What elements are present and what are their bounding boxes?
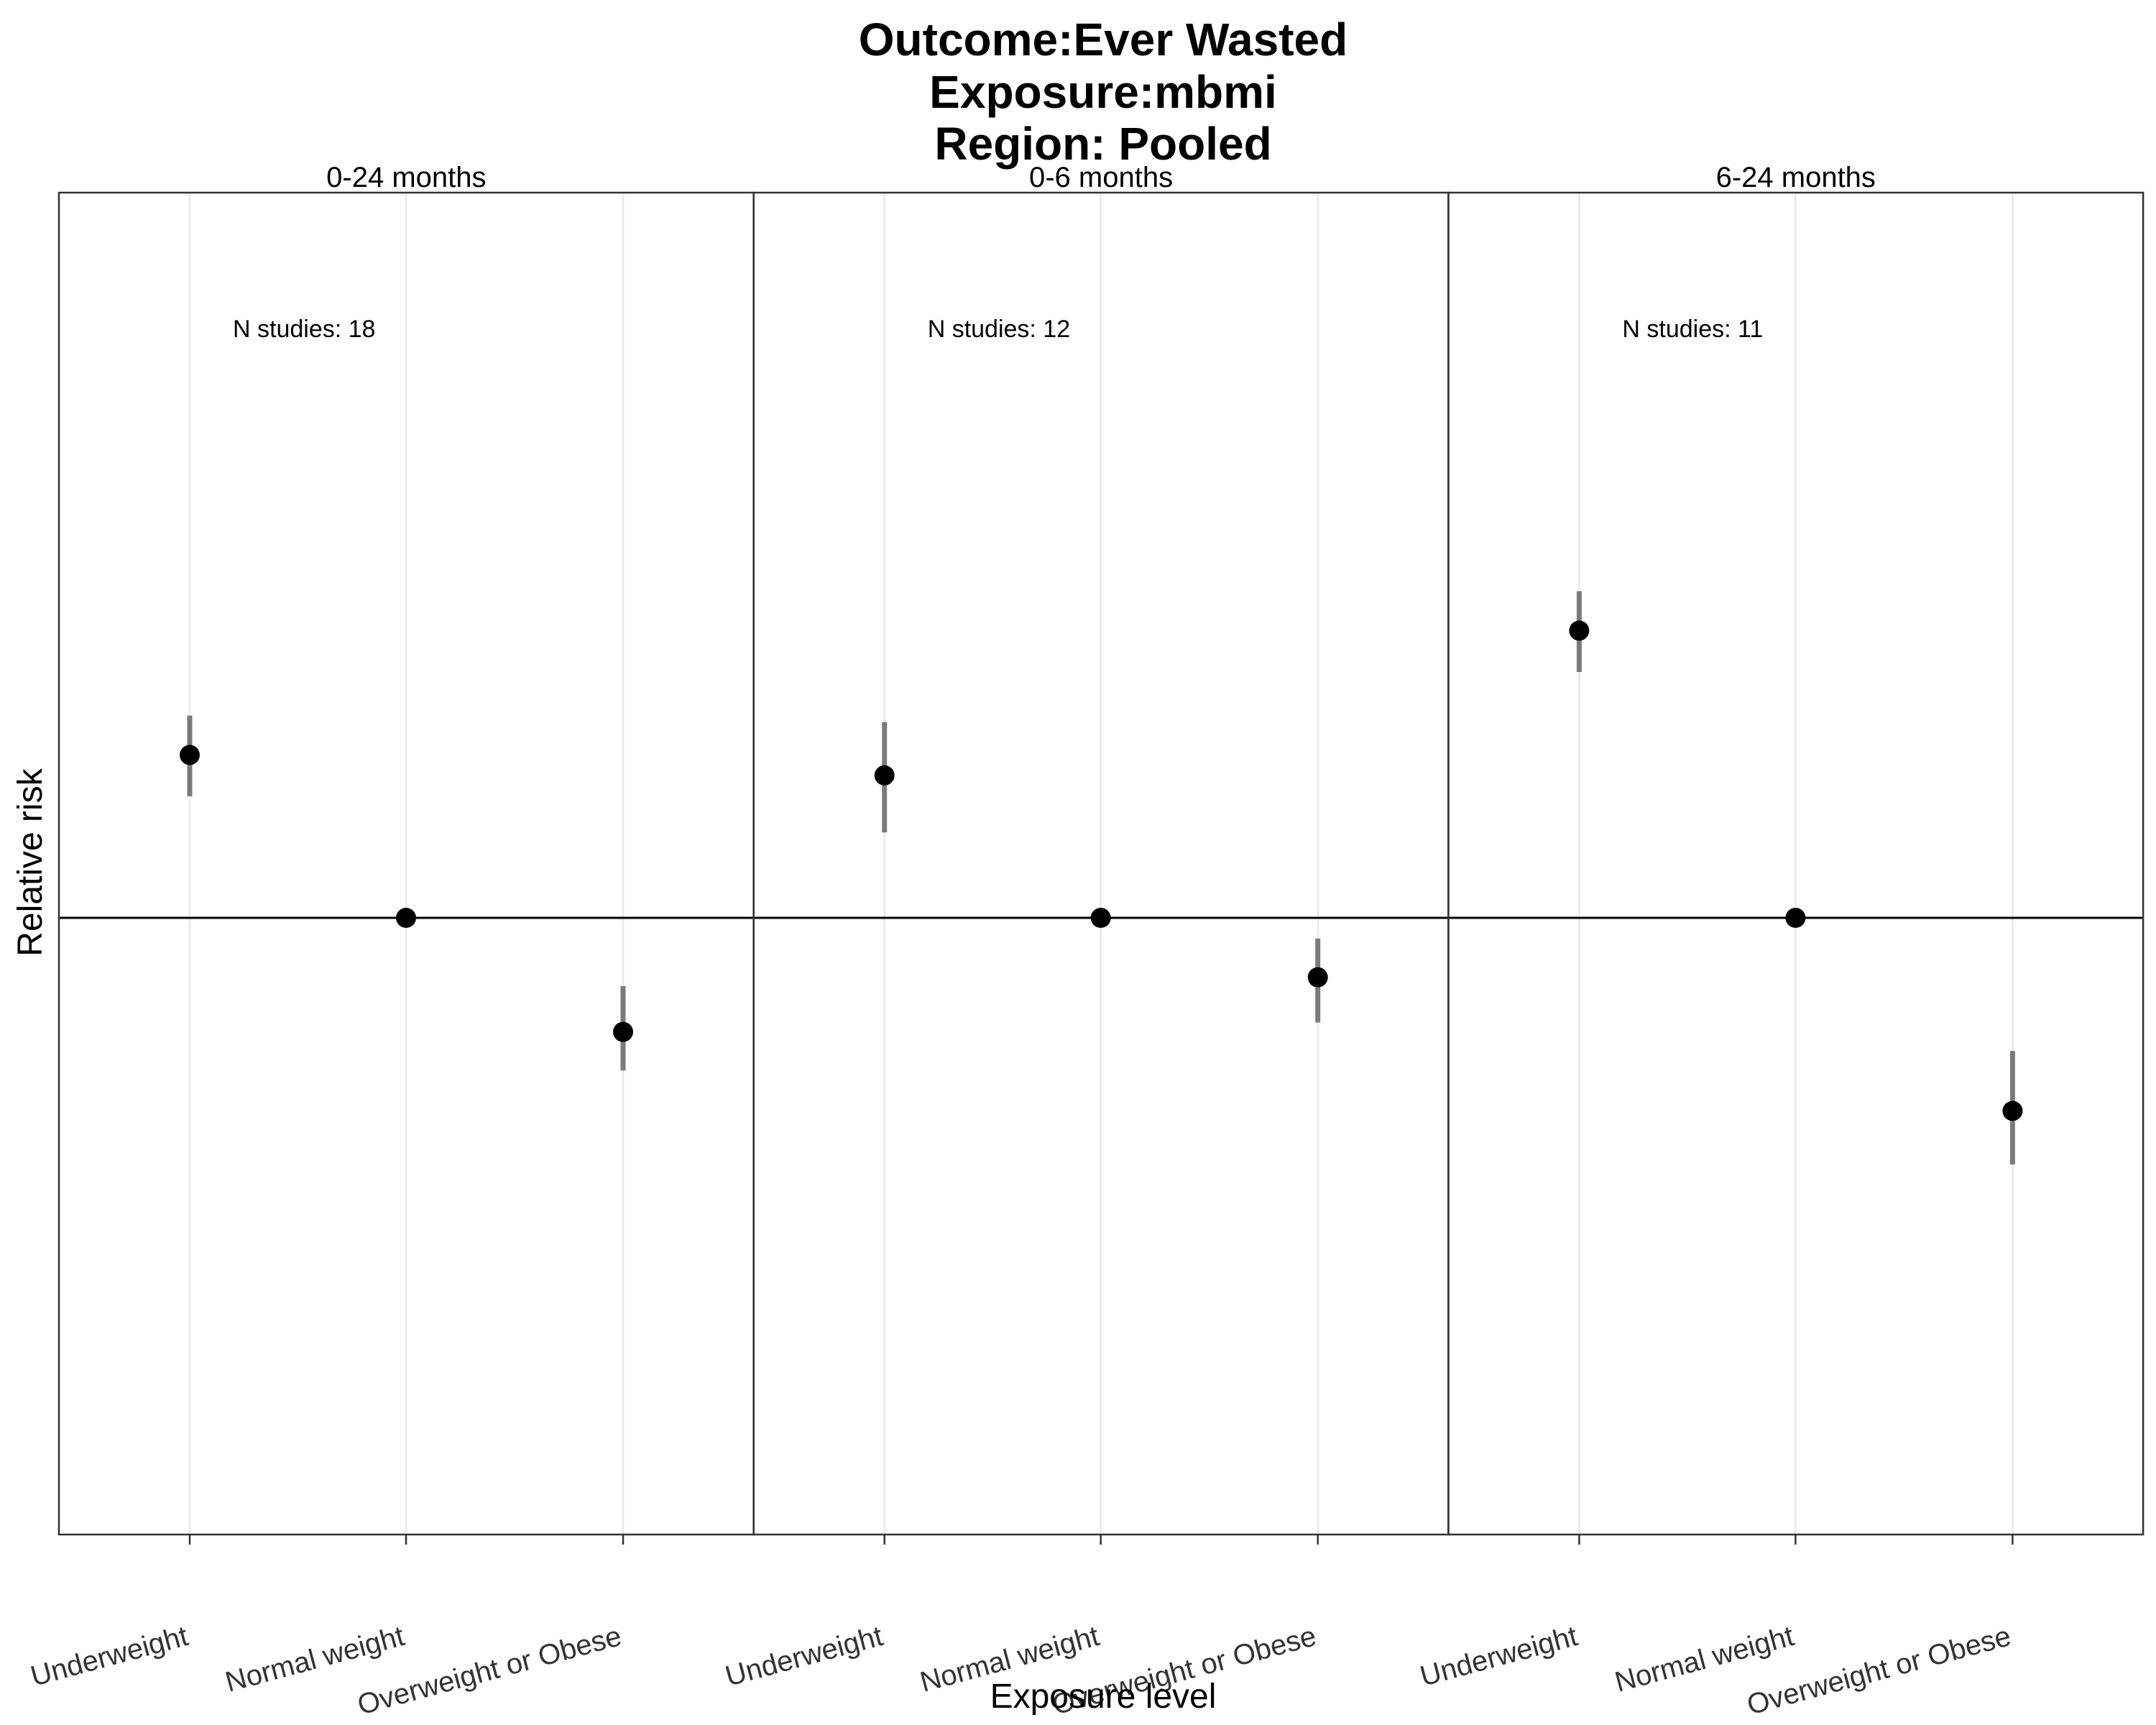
title-line-3: Region: Pooled — [934, 118, 1271, 170]
point-estimate — [1090, 908, 1111, 928]
point-estimate — [1307, 967, 1328, 988]
title-line-2: Exposure:mbmi — [929, 66, 1277, 118]
n-studies-label: N studies: 18 — [233, 316, 375, 343]
point-estimate — [1785, 908, 1806, 928]
panel-strip-label: 0-6 months — [1029, 162, 1173, 193]
chart-title: Outcome:Ever Wasted Exposure:mbmi Region… — [859, 14, 1348, 170]
x-tick-label: Underweight — [27, 1620, 191, 1693]
panel-strip-label: 6-24 months — [1716, 162, 1876, 193]
point-estimate — [396, 908, 416, 928]
title-line-1: Outcome:Ever Wasted — [859, 14, 1348, 65]
point-estimate — [1569, 620, 1590, 641]
y-axis-title: Relative risk — [11, 768, 50, 956]
point-estimate — [874, 765, 895, 786]
point-estimate — [2002, 1100, 2023, 1121]
x-tick-label: Underweight — [1416, 1620, 1580, 1693]
panel-strip-label: 0-24 months — [326, 162, 486, 193]
n-studies-label: N studies: 11 — [1622, 316, 1763, 343]
point-estimate — [613, 1021, 633, 1042]
x-tick-label: Underweight — [722, 1620, 886, 1693]
n-studies-label: N studies: 12 — [928, 316, 1070, 343]
point-estimate — [180, 745, 200, 765]
x-axis-title: Exposure level — [990, 1678, 1217, 1716]
